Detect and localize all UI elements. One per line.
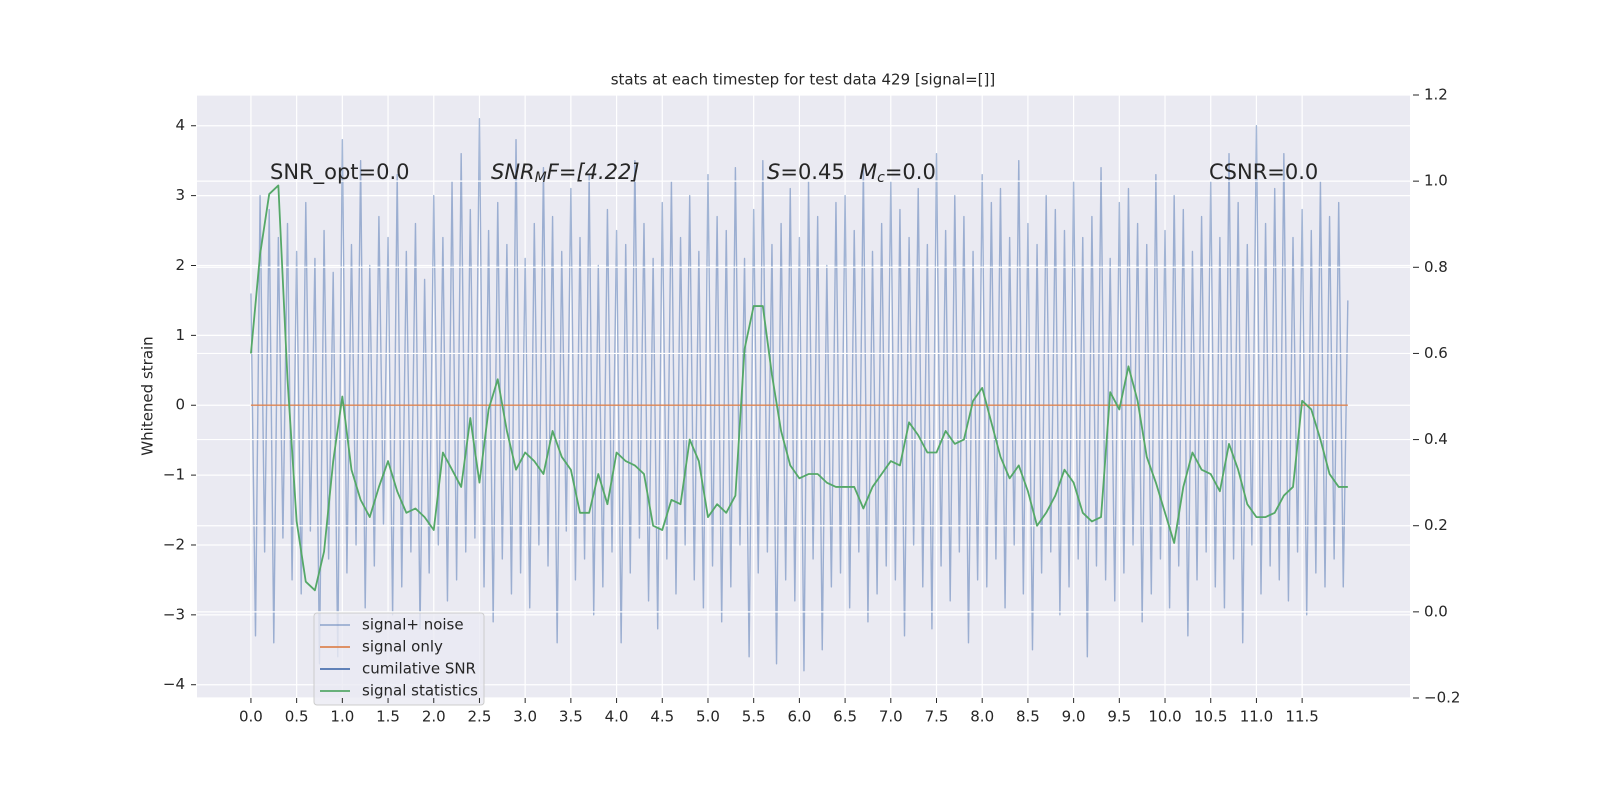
legend-label: cumilative SNR [362,660,476,678]
y2-tick-label: 0.0 [1424,602,1448,620]
x-tick-label: 9.5 [1107,708,1131,726]
x-tick-label: 3.0 [513,708,537,726]
annotation-part: M [535,170,547,186]
series-line [250,118,1349,672]
x-tick-label: 8.5 [1016,708,1040,726]
x-tick-label: 5.5 [742,708,766,726]
x-tick-label: 4.0 [605,708,629,726]
annotation-part: M [859,160,877,184]
x-tick-label: 6.0 [787,708,811,726]
x-tick-label: 10.0 [1148,708,1181,726]
x-tick-label: 2.5 [468,708,492,726]
y2-tick-label: 0.6 [1424,344,1448,362]
x-tick-label: 5.0 [696,708,720,726]
annotation: SNR_opt=0.0 [270,160,410,185]
y-tick-label: −4 [163,675,185,693]
x-tick-label: 2.0 [422,708,446,726]
y2-tick-label: −0.2 [1424,689,1460,707]
y2-tick-label: 1.0 [1424,172,1448,190]
x-tick-label: 11.5 [1285,708,1318,726]
legend: signal+ noise signal only cumilative SNR si… [313,612,485,706]
annotation-part: S [767,160,780,184]
annotation: S=0.45 [767,160,845,184]
legend-label: signal statistics [362,682,478,700]
y-tick-label: 4 [175,116,185,134]
legend-label: signal only [362,638,443,656]
annotation-part: F=[4.22] [547,160,640,184]
y2-tick-label: 0.8 [1424,258,1448,276]
x-tick-label: 4.5 [650,708,674,726]
annotation-part: =0.0 [885,160,936,184]
y2-tick-label: 1.2 [1424,86,1448,104]
annotation-part: c [877,170,885,186]
y-tick-label: −1 [163,466,185,484]
legend-label: signal+ noise [362,616,464,634]
x-tick-label: 6.5 [833,708,857,726]
y2-tick-label: 0.4 [1424,430,1448,448]
series-layer [250,118,1349,672]
x-tick-label: 0.5 [285,708,309,726]
y2-tick-label: 0.2 [1424,516,1448,534]
x-tick-label: 7.0 [879,708,903,726]
x-tick-label: 10.5 [1194,708,1227,726]
x-tick-label: 1.5 [376,708,400,726]
x-tick-label: 1.0 [330,708,354,726]
series-line [250,184,1348,592]
grid-layer-y2 [197,94,1410,699]
series-layer-y2 [250,184,1348,592]
x-tick-label: 9.0 [1062,708,1086,726]
annotation-part: SNR [491,160,535,184]
x-tick-label: 11.0 [1240,708,1273,726]
legend-box [313,612,485,706]
x-tick-label: 3.5 [559,708,583,726]
chart-title: stats at each timestep for test data 429… [611,71,996,89]
x-tick-label: 7.5 [925,708,949,726]
annotation-part: =0.45 [780,160,844,184]
y-tick-label: 1 [175,326,185,344]
y-tick-label: −3 [163,605,185,623]
y-tick-label: 3 [175,186,185,204]
annotation: CSNR=0.0 [1209,160,1318,184]
annotation: SNRMF=[4.22] [491,160,640,186]
y-tick-label: 0 [175,396,185,414]
x-tick-label: 8.0 [970,708,994,726]
x-tick-label: 0.0 [239,708,263,726]
y-tick-label: −2 [163,535,185,553]
annotation: Mc=0.0 [859,160,936,186]
y-axis-label: Whitened strain [139,336,157,455]
y-tick-label: 2 [175,256,185,274]
